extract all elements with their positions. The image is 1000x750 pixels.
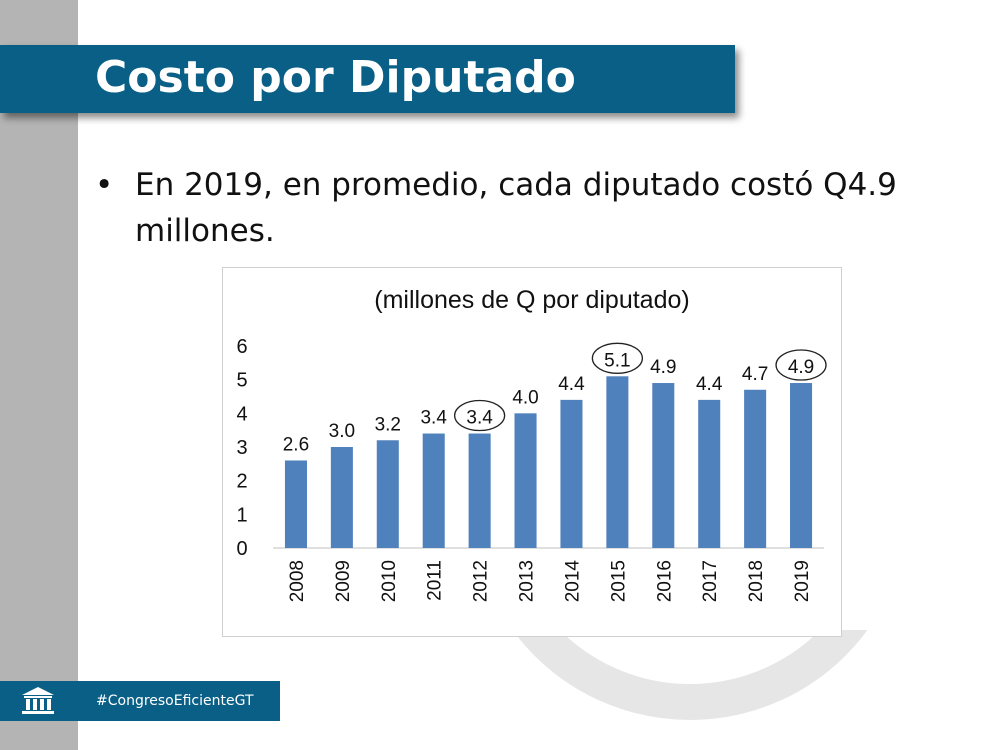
x-tick-label-2012: 2012: [471, 560, 492, 602]
data-label-2016: 4.9: [650, 357, 676, 378]
bar-2013: [514, 413, 537, 548]
left-decorative-bar: [0, 0, 78, 750]
data-label-2012: 3.4: [466, 408, 493, 429]
bar-2015: [606, 376, 629, 548]
y-tick-label-3: 3: [236, 437, 247, 459]
title-banner: Costo por Diputado: [0, 45, 735, 113]
government-building-icon: [22, 687, 54, 714]
y-tick-label-5: 5: [236, 370, 247, 392]
x-tick-label-2013: 2013: [517, 560, 538, 602]
data-label-2019: 4.9: [788, 357, 814, 378]
bar-2017: [698, 399, 721, 548]
x-tick-label-2018: 2018: [746, 560, 767, 602]
bullet-point: • En 2019, en promedio, cada diputado co…: [95, 162, 935, 254]
bar-2008: [284, 460, 307, 548]
data-label-2011: 3.4: [420, 408, 447, 429]
bar-2011: [422, 433, 445, 548]
highlight-circle-2019: [775, 349, 827, 381]
bar-2010: [376, 440, 399, 548]
data-label-2018: 4.7: [742, 364, 768, 385]
chart-title: (millones de Q por diputado): [374, 286, 689, 314]
highlight-circle-2012: [453, 399, 506, 432]
y-tick-label-2: 2: [236, 471, 247, 493]
highlight-circle-2015: [591, 342, 644, 374]
x-tick-label-2017: 2017: [700, 560, 721, 602]
footer-hashtag: #CongresoEficienteGT: [96, 693, 254, 709]
bar-2012: [468, 433, 491, 548]
data-label-2013: 4.0: [512, 387, 538, 408]
x-tick-label-2011: 2011: [425, 560, 446, 601]
chart-svg: (millones de Q por diputado) 0 1 2 3 4 5 6 2.6 20…: [236, 286, 827, 603]
y-tick-label-0: 0: [236, 538, 247, 560]
bar-2016: [652, 383, 675, 548]
data-label-2008: 2.6: [283, 434, 309, 455]
data-label-2010: 3.2: [375, 414, 401, 435]
x-tick-label-2009: 2009: [333, 560, 354, 602]
x-tick-label-2015: 2015: [608, 560, 629, 602]
data-label-2009: 3.0: [329, 421, 355, 442]
data-label-2017: 4.4: [696, 374, 723, 395]
bar-2009: [330, 447, 353, 548]
footer-banner: #CongresoEficienteGT: [0, 681, 280, 721]
slide-title: Costo por Diputado: [95, 52, 576, 103]
y-tick-label-6: 6: [236, 336, 247, 358]
x-tick-label-2019: 2019: [792, 560, 813, 602]
bar-2014: [560, 399, 583, 548]
y-tick-label-4: 4: [236, 403, 247, 425]
bar-2019: [790, 383, 813, 548]
bullet-text: En 2019, en promedio, cada diputado cost…: [135, 167, 897, 249]
bar-2018: [744, 389, 767, 548]
x-tick-label-2016: 2016: [654, 560, 675, 602]
x-tick-label-2014: 2014: [562, 560, 583, 603]
bullet-marker: •: [95, 167, 114, 203]
bar-chart: (millones de Q por diputado) 0 1 2 3 4 5 6 2.6 20…: [222, 267, 842, 637]
data-label-2014: 4.4: [558, 374, 585, 395]
x-tick-label-2008: 2008: [287, 560, 308, 602]
y-tick-label-1: 1: [236, 504, 247, 526]
data-label-2015: 5.1: [604, 350, 630, 371]
x-tick-label-2010: 2010: [379, 560, 400, 602]
